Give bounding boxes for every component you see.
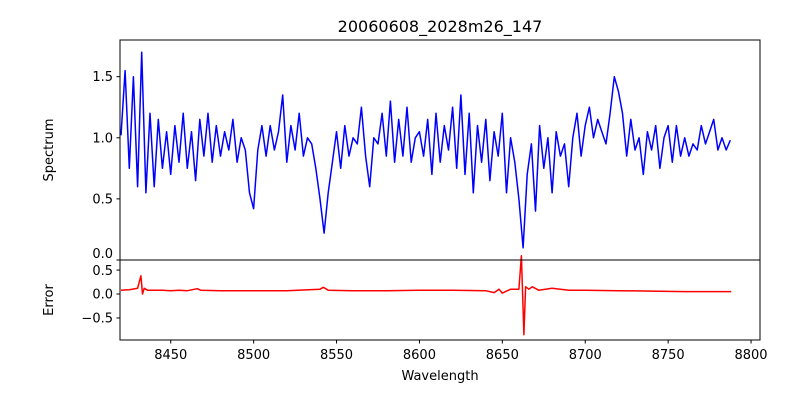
- x-tick-label: 8450: [154, 348, 187, 363]
- x-tick-label: 8600: [403, 348, 436, 363]
- chart-title: 20060608_2028m26_147: [338, 17, 543, 37]
- error-line: [120, 254, 732, 336]
- x-tick-label: 8650: [486, 348, 519, 363]
- axes-frame: [119, 259, 761, 341]
- y-tick-label: 0.5: [92, 264, 113, 279]
- y-tick-label: 1.0: [92, 131, 113, 146]
- y-tick-label: −0.5: [81, 311, 113, 326]
- x-tick-label: 8550: [320, 348, 353, 363]
- x-tick-label: 8750: [652, 348, 685, 363]
- x-tick-label: 8800: [734, 348, 767, 363]
- spectrum-y-label: Spectrum: [42, 119, 57, 182]
- error-y-label: Error: [42, 284, 57, 316]
- spectrum-line: [120, 51, 731, 249]
- spectrum-axes: 0.0 0.5 1.0 1.5: [92, 39, 761, 262]
- y-tick-label: 1.5: [92, 70, 113, 85]
- y-tick-label: 0.0: [92, 247, 113, 262]
- x-tick-label: 8700: [569, 348, 602, 363]
- error-axes: 0.5 0.0 −0.5 8450 8500 8550 8600 8650 8700 8750 88…: [81, 254, 768, 363]
- y-tick-label: 0.5: [92, 192, 113, 207]
- axes-frame: [119, 39, 761, 261]
- y-tick-label: 0.0: [92, 288, 113, 303]
- x-axis-label: Wavelength: [401, 369, 478, 384]
- x-tick-label: 8500: [237, 348, 270, 363]
